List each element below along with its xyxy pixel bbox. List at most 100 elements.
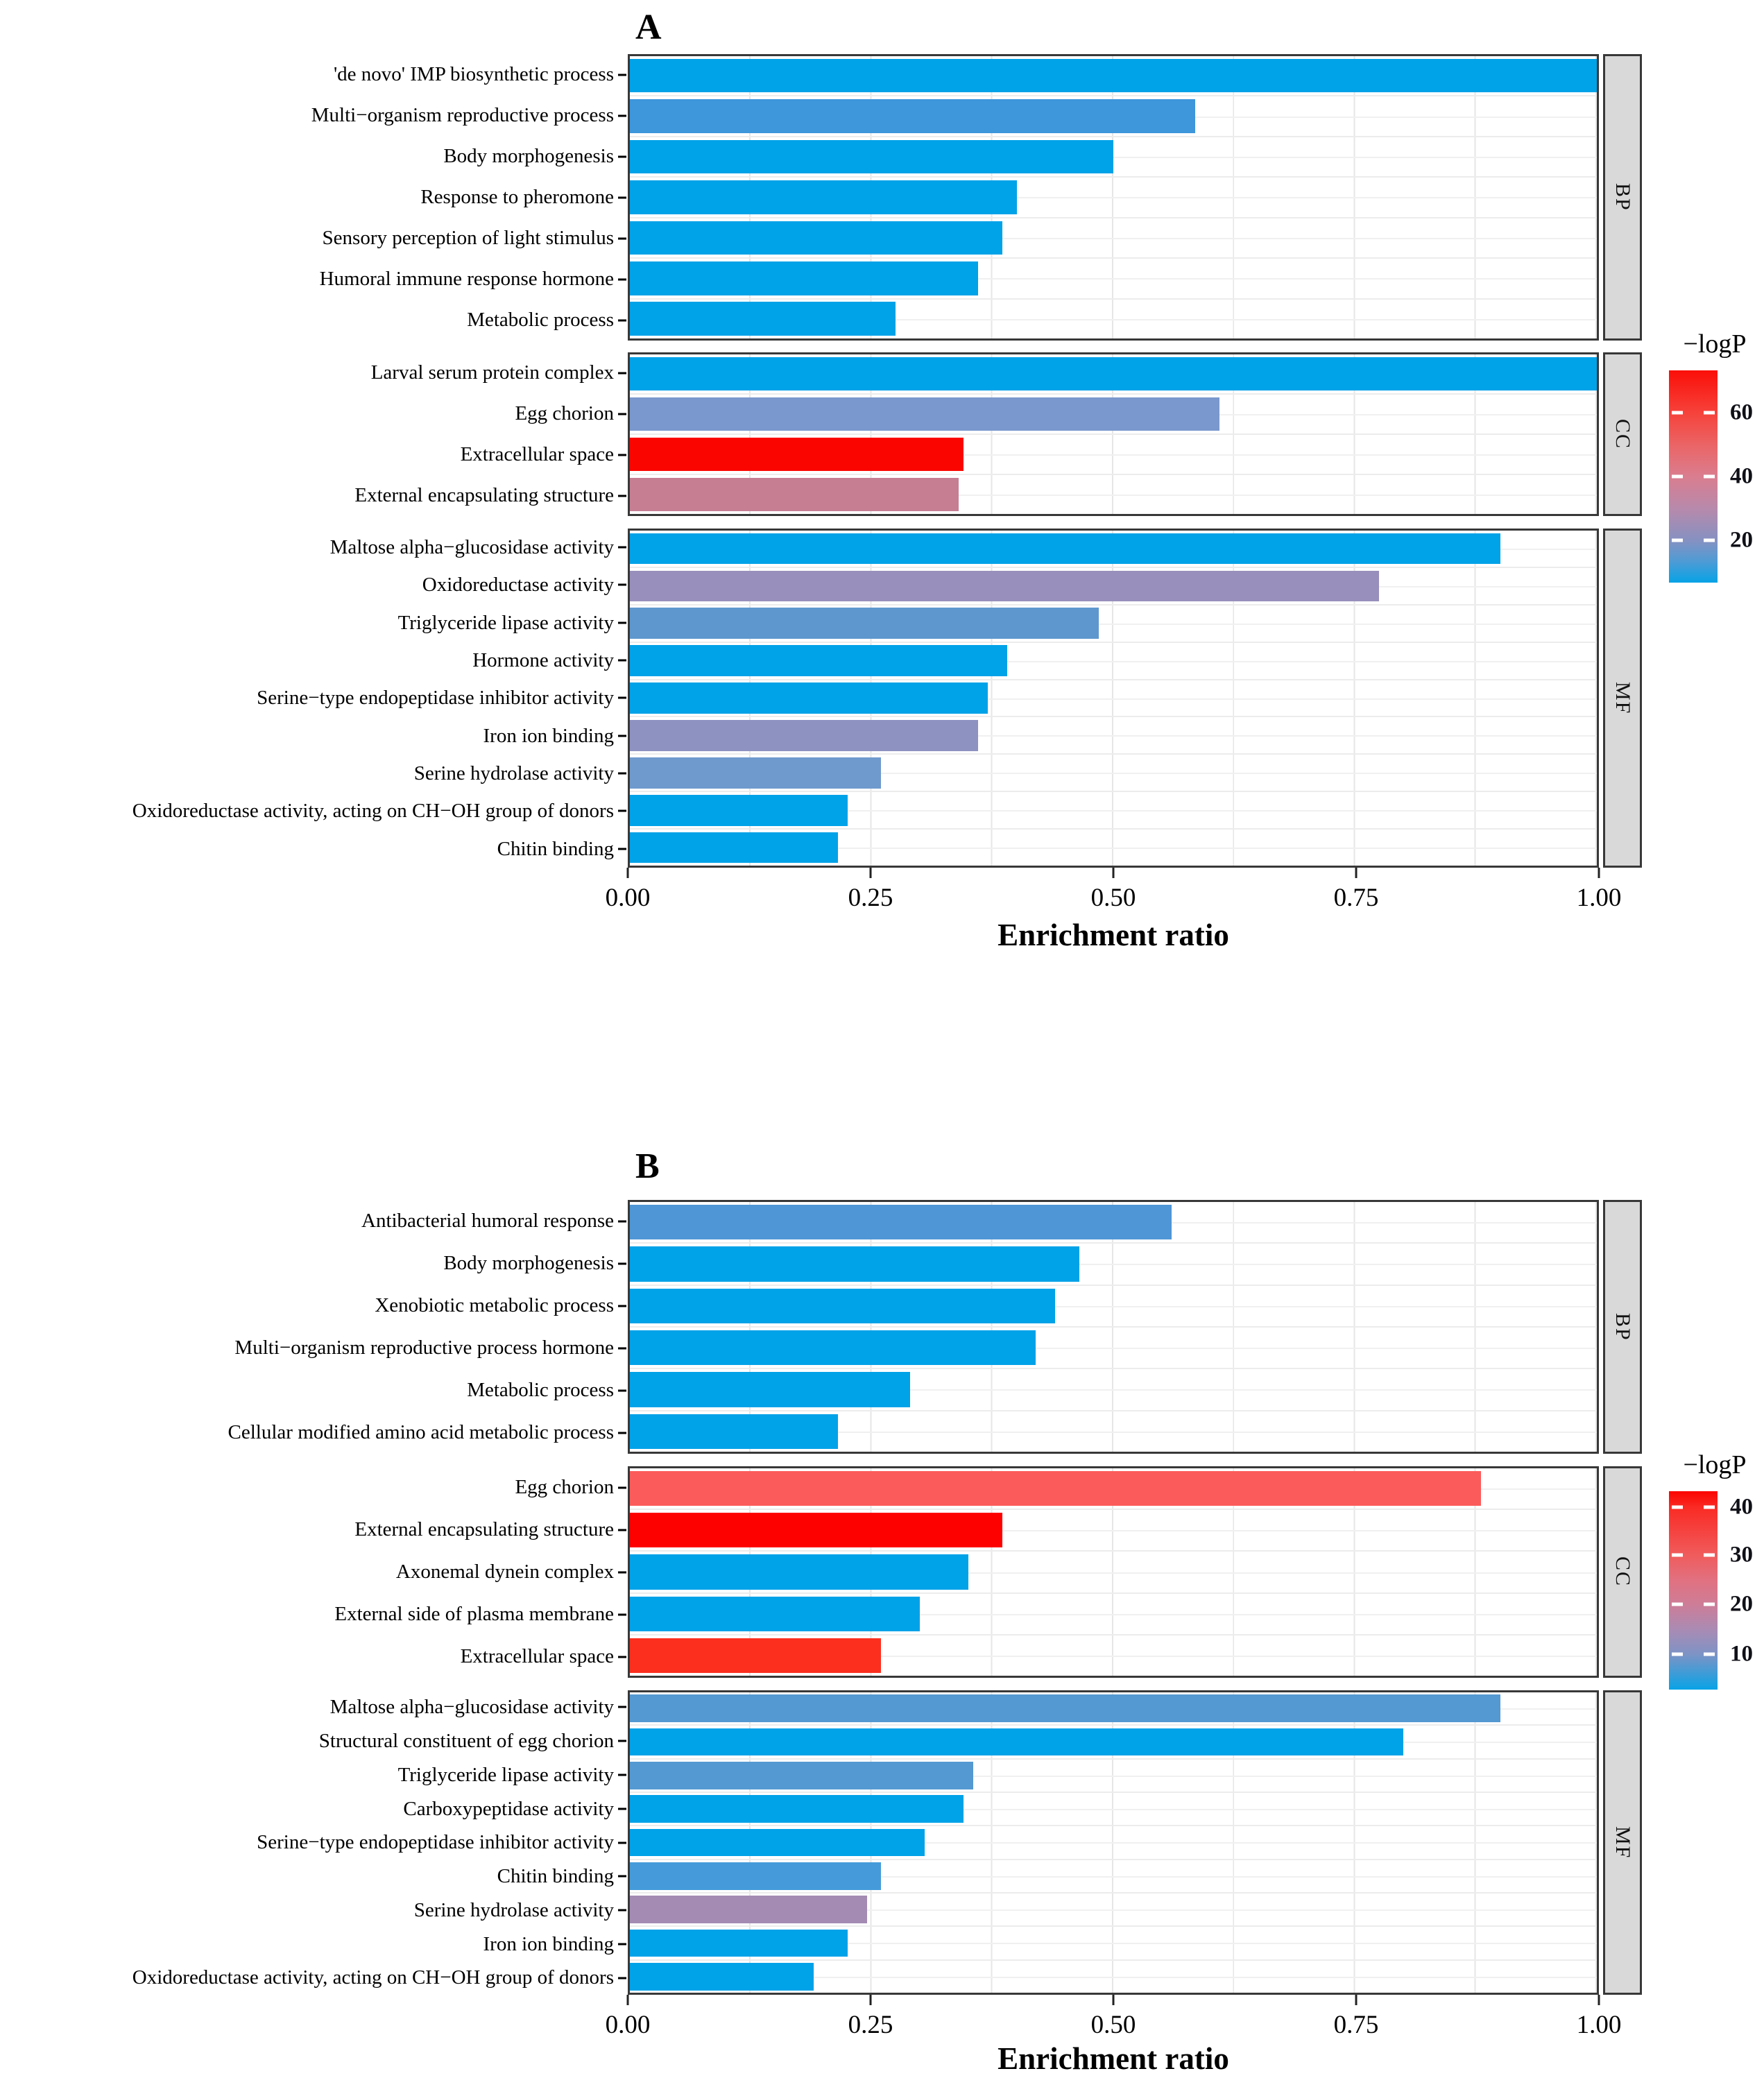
category-label: Maltose alpha−glucosidase activity	[0, 529, 628, 566]
category-label: Multi−organism reproductive process	[0, 95, 628, 136]
category-label: Sensory perception of light stimulus	[0, 218, 628, 259]
bar-rows	[630, 354, 1597, 514]
bar	[630, 1596, 920, 1631]
bar	[630, 794, 848, 826]
facet-b-cc: Egg chorion External encapsulating struct…	[0, 1466, 1764, 1678]
bar	[630, 437, 964, 472]
x-axis-tick	[1598, 868, 1600, 878]
legend-a-title: −logP	[1683, 329, 1747, 359]
legend-tick-mark	[1672, 1553, 1683, 1557]
bar-row	[630, 1959, 1597, 1993]
legend-tick-mark	[1704, 1652, 1715, 1656]
bar-rows	[630, 56, 1597, 338]
category-label-column: Larval serum protein complex Egg chorion E…	[0, 352, 628, 516]
x-axis-tick-label: 0.75	[1333, 884, 1379, 912]
legend-tick-mark	[1672, 411, 1683, 415]
plot-panel	[628, 1466, 1599, 1678]
bar	[630, 1862, 882, 1890]
x-axis-tick	[1112, 1995, 1115, 2005]
category-label: Serine−type endopeptidase inhibitor acti…	[0, 679, 628, 716]
bar	[630, 58, 1597, 93]
x-axis-tick	[626, 1995, 629, 2005]
bar-row	[630, 753, 1597, 791]
bar	[630, 1694, 1500, 1723]
x-axis-tick-label: 0.50	[1090, 884, 1136, 912]
bar	[630, 1471, 1481, 1506]
category-label-column: Antibacterial humoral response Body morph…	[0, 1200, 628, 1454]
bar	[630, 1246, 1080, 1282]
legend-tick-mark	[1672, 538, 1683, 542]
category-label: External side of plasma membrane	[0, 1593, 628, 1635]
category-label: Hormone activity	[0, 642, 628, 679]
bar	[630, 1288, 1056, 1323]
bar	[630, 1896, 867, 1924]
bar-row	[630, 216, 1597, 257]
bar	[630, 357, 1597, 391]
bar	[630, 570, 1380, 602]
x-axis-b: 0.00 0.25 0.50 0.75 1.00	[606, 1995, 1621, 2078]
facet-strip-label: BP	[1611, 1312, 1634, 1341]
category-label: Xenobiotic metabolic process	[0, 1285, 628, 1327]
bar-rows	[630, 531, 1597, 866]
facet-strip: MF	[1603, 529, 1642, 868]
bar	[630, 757, 882, 789]
x-axis-tick	[869, 1995, 872, 2005]
x-axis-tick-label: 0.25	[848, 2011, 893, 2039]
bar	[630, 1638, 882, 1673]
bar	[630, 1962, 814, 1991]
bar	[630, 645, 1007, 676]
bar-row	[630, 1825, 1597, 1858]
bar-row	[630, 678, 1597, 716]
bar-row	[630, 1284, 1597, 1326]
plot-panel	[628, 1690, 1599, 1995]
bar-row	[630, 1791, 1597, 1825]
category-label: Triglyceride lipase activity	[0, 604, 628, 642]
bar	[630, 1929, 848, 1957]
category-label-column: Maltose alpha−glucosidase activity Oxidor…	[0, 529, 628, 868]
facet-strip-label: MF	[1611, 681, 1634, 715]
x-axis-tick	[869, 868, 872, 878]
x-axis-tick-label: 0.00	[605, 2011, 651, 2039]
category-label: Multi−organism reproductive process horm…	[0, 1327, 628, 1369]
category-label: Oxidoreductase activity, acting on CH−OH…	[0, 792, 628, 830]
bar-row	[630, 1633, 1597, 1676]
legend-tick-mark	[1672, 474, 1683, 479]
bar-row	[630, 1758, 1597, 1792]
bar-row	[630, 791, 1597, 828]
category-label: Extracellular space	[0, 1635, 628, 1678]
category-label: Iron ion binding	[0, 717, 628, 755]
bar	[630, 261, 978, 295]
bar-row	[630, 1368, 1597, 1409]
bar-row	[630, 1202, 1597, 1242]
category-label: Axonemal dynein complex	[0, 1551, 628, 1593]
bar	[630, 139, 1113, 174]
legend-tick-mark	[1704, 1553, 1715, 1557]
bar-rows	[630, 1202, 1597, 1452]
bar-row	[630, 1724, 1597, 1758]
bar-row	[630, 1468, 1597, 1509]
category-label: Carboxypeptidase activity	[0, 1792, 628, 1826]
legend-tick-mark	[1704, 538, 1715, 542]
legend-a-gradient-bar	[1669, 370, 1718, 583]
category-label: Triglyceride lipase activity	[0, 1758, 628, 1792]
category-label: Body morphogenesis	[0, 136, 628, 177]
bar-row	[630, 1692, 1597, 1724]
legend-tick-label: 60	[1730, 400, 1753, 425]
legend-tick-mark	[1672, 1652, 1683, 1656]
category-label: Egg chorion	[0, 393, 628, 434]
category-label: Serine hydrolase activity	[0, 755, 628, 792]
x-axis-tick	[1112, 868, 1115, 878]
bar-row	[630, 1550, 1597, 1592]
facet-strip: CC	[1603, 1466, 1642, 1678]
facet-strip: BP	[1603, 54, 1642, 341]
category-label: Egg chorion	[0, 1466, 628, 1509]
bar-row	[630, 298, 1597, 338]
plot-panel	[628, 1200, 1599, 1454]
bar-row	[630, 176, 1597, 216]
category-label: Larval serum protein complex	[0, 352, 628, 393]
facet-a-bp: 'de novo' IMP biosynthetic process Multi−…	[0, 54, 1764, 341]
category-label-column: Maltose alpha−glucosidase activity Struct…	[0, 1690, 628, 1995]
bar	[630, 1372, 911, 1407]
bar-row	[630, 433, 1597, 474]
category-label-column: Egg chorion External encapsulating struct…	[0, 1466, 628, 1678]
